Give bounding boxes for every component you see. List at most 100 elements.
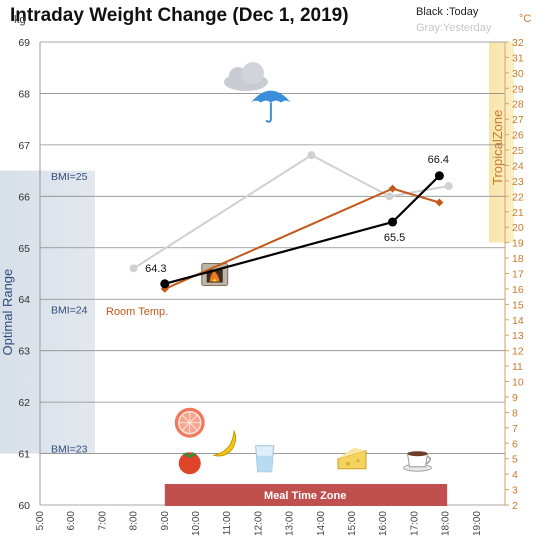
grapefruit-icon [174,407,205,438]
y-tick-label: 64 [18,294,30,306]
tropical-zone-label: TropicalZone [490,110,505,185]
y-tick-label: 67 [18,140,30,152]
x-tick-label: 12:00 [253,511,264,536]
y2-tick-label: 11 [512,361,523,373]
y2-tick-label: 4 [512,469,518,481]
y2-tick-label: 19 [512,238,524,250]
x-tick-label: 14:00 [316,511,327,536]
yesterday-point [444,182,453,191]
y2-tick-label: 20 [512,222,524,234]
chart-title: Intraday Weight Change (Dec 1, 2019) [10,5,349,26]
axes [39,42,506,505]
water-glass-icon [255,445,275,473]
cheese-icon [337,447,367,470]
y2-tick-label: 3 [512,485,518,497]
left-y-tick-labels: 60 61 62 63 64 65 66 67 68 69 [18,37,30,512]
x-tick-label: 15:00 [347,511,358,536]
y2-tick-label: 27 [512,114,524,126]
x-tick-label: 7:00 [97,511,108,531]
y2-tick-label: 22 [512,191,524,203]
today-point [434,171,444,181]
x-tick-label: 9:00 [160,511,171,531]
y2-tick-label: 8 [512,407,518,419]
room_temp-point [388,184,397,193]
meal-time-zone-bar [164,484,448,506]
y2-tick-label: 25 [512,145,524,157]
bmi-label: BMI=25 [51,171,88,183]
x-tick-label: 11:00 [222,511,233,536]
right-axis-unit: °C [519,13,531,25]
yesterday-point [129,264,138,273]
x-tick-label: 6:00 [66,511,77,531]
y-tick-label: 65 [18,243,30,255]
y-tick-label: 63 [18,346,30,358]
room_temp-point [435,198,444,207]
data-label: 65.5 [384,232,405,244]
y-tick-label: 66 [18,191,30,203]
y-tick-label: 62 [18,397,30,409]
x-tick-label: 13:00 [285,511,296,536]
x-tick-label: 8:00 [129,511,140,531]
y-tick-label: 69 [18,37,30,49]
y2-tick-label: 21 [512,207,524,219]
coffee-cup-icon [403,451,432,472]
yesterday-point [307,151,316,160]
y2-tick-label: 17 [512,269,524,281]
y2-tick-label: 30 [512,68,524,80]
x-tick-label: 17:00 [409,511,420,536]
legend-today: Black :Today [416,6,479,18]
legend-yesterday: Gray:Yesterday [416,22,492,34]
y-tick-label: 68 [18,88,30,100]
x-tick-label: 18:00 [441,511,452,536]
yesterday-point [385,192,394,201]
y2-tick-label: 7 [512,423,518,435]
banana-icon [212,429,237,457]
today-point [160,279,170,289]
optimal-range-band [0,170,95,454]
data-label: 66.4 [428,154,449,166]
y2-tick-label: 6 [512,438,518,450]
data-label: 64.3 [145,263,166,275]
y-tick-label: 60 [18,500,30,512]
icons [174,62,432,475]
right-y-tick-labels: 2345678910111213141516171819202122232425… [505,37,524,512]
x-tick-label: 10:00 [191,511,202,536]
y2-tick-label: 15 [512,299,524,311]
x-tick-label: 5:00 [35,511,46,531]
left-axis-unit: kg [14,14,26,26]
y2-tick-label: 32 [512,37,524,49]
today-point [388,217,398,227]
yesterday-line [133,154,449,270]
y-tick-label: 61 [18,449,30,461]
meal-time-zone-label: Meal Time Zone [264,490,346,502]
bmi-labels: BMI=25 BMI=24 BMI=23 [51,171,88,456]
umbrella-icon [250,90,291,123]
y2-tick-label: 14 [512,315,524,327]
y2-tick-label: 23 [512,176,524,188]
y2-tick-label: 26 [512,130,524,142]
data-series: 64.3 65.5 66.4 [129,151,453,293]
y2-tick-label: 31 [512,52,524,64]
bmi-label: BMI=23 [51,443,88,455]
x-tick-label: 16:00 [378,511,389,536]
y2-tick-label: 29 [512,83,524,95]
tropical-zone-band [489,42,514,243]
y2-tick-label: 5 [512,454,518,466]
room-temp-label: Room Temp. [106,306,168,318]
y2-tick-label: 9 [512,392,518,404]
y2-tick-label: 12 [512,346,524,358]
bmi-label: BMI=24 [51,305,88,317]
y2-tick-label: 13 [512,330,524,342]
gridlines [40,41,505,506]
y2-tick-label: 18 [512,253,524,265]
cloud-icon [223,62,268,92]
y2-tick-label: 16 [512,284,524,296]
y2-tick-label: 28 [512,99,524,111]
y2-tick-label: 10 [512,377,524,389]
x-tick-label: 19:00 [472,511,483,536]
persimmon-icon [178,452,201,475]
y2-tick-label: 2 [512,500,518,512]
y2-tick-label: 24 [512,160,524,172]
optimal-range-label: Optimal Range [0,269,15,356]
